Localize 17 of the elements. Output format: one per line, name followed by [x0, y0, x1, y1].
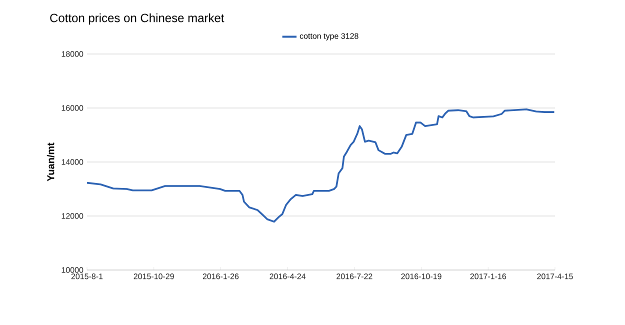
line-series	[87, 108, 555, 223]
y-axis-title: Yuan/mt	[46, 142, 54, 182]
x-tick-label: 2017-4-15	[537, 274, 573, 280]
chart-title: Cotton prices on Chinese market	[50, 13, 224, 25]
x-tick-label: 2016-4-24	[270, 274, 306, 280]
x-tick-label: 2016-1-26	[202, 274, 239, 280]
x-tick-label: 2017-1-16	[470, 274, 506, 280]
x-tick-label: 2015-10-29	[134, 274, 174, 280]
x-tick-label: 2016-10-19	[401, 274, 442, 280]
x-tick-label: 2016-7-22	[336, 274, 372, 280]
y-tick-label: 12000	[62, 213, 84, 219]
y-tick-label: 18000	[62, 51, 84, 57]
y-tick-label: 10000	[62, 267, 84, 273]
y-tick-label: 16000	[62, 105, 84, 111]
x-tick-label: 2015-8-1	[71, 274, 103, 280]
legend-label: cotton type 3128	[300, 33, 358, 40]
y-tick-label: 14000	[62, 159, 84, 165]
